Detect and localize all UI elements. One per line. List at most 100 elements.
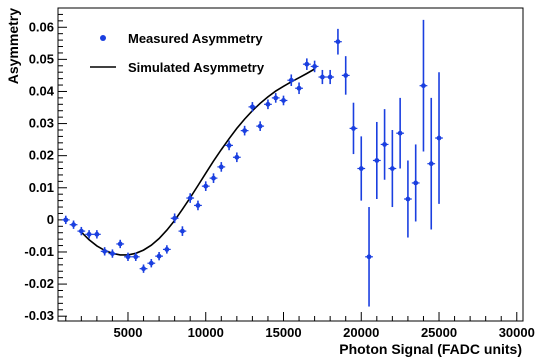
x-tick-label: 20000: [343, 325, 379, 340]
point-marker: [257, 123, 263, 129]
simulated-series: [80, 68, 315, 256]
data-point: [225, 140, 233, 151]
point-marker: [156, 253, 162, 259]
data-point: [279, 95, 288, 106]
legend-marker-measured: [100, 35, 106, 41]
data-point: [139, 264, 148, 273]
point-marker: [71, 222, 76, 228]
point-marker: [180, 228, 185, 234]
legend: Measured Asymmetry Simulated Asymmetry: [90, 31, 265, 75]
point-marker: [94, 231, 100, 237]
axes: 5000 10000 15000 20000 25000 30000 -0.03 -0.02 -…: [24, 13, 535, 340]
data-point: [186, 193, 195, 203]
point-marker: [110, 251, 115, 256]
y-tick-label: -0.02: [24, 276, 54, 291]
legend-label-simulated: Simulated Asymmetry: [128, 60, 265, 75]
point-marker: [273, 95, 279, 101]
point-marker: [304, 61, 310, 67]
x-tick-label: 30000: [499, 325, 535, 340]
data-point: [100, 247, 109, 256]
y-tick-label: 0.02: [29, 148, 54, 163]
x-tick-label: 5000: [114, 325, 143, 340]
data-point: [427, 97, 436, 230]
point-marker: [203, 183, 209, 189]
data-point: [404, 160, 412, 238]
data-point: [77, 226, 86, 236]
point-marker: [281, 98, 286, 103]
point-marker: [327, 74, 333, 80]
point-marker: [335, 39, 341, 45]
y-tick-label: 0.01: [29, 180, 54, 195]
point-marker: [436, 135, 442, 141]
point-marker: [413, 180, 419, 186]
point-marker: [265, 101, 271, 107]
data-point: [349, 102, 358, 155]
point-marker: [102, 248, 108, 254]
data-point: [108, 249, 117, 258]
point-marker: [312, 64, 318, 69]
data-point: [435, 72, 443, 204]
point-marker: [374, 158, 380, 163]
point-marker: [428, 161, 434, 167]
point-marker: [218, 164, 224, 170]
x-tick-label: 10000: [188, 325, 224, 340]
data-point: [302, 58, 311, 70]
point-marker: [133, 254, 139, 260]
point-marker: [172, 215, 178, 221]
point-marker: [389, 166, 395, 171]
x-tick-label: 15000: [265, 325, 301, 340]
data-point: [264, 99, 272, 110]
y-tick-label: -0.03: [24, 308, 54, 323]
y-tick-label: 0.04: [29, 83, 55, 98]
point-marker: [141, 266, 146, 272]
x-tick-label: 25000: [421, 325, 457, 340]
data-point: [287, 74, 296, 87]
data-point: [256, 121, 265, 131]
point-marker: [125, 254, 131, 260]
y-tick-label: -0.01: [24, 244, 54, 259]
data-point: [341, 56, 350, 95]
point-marker: [86, 231, 92, 237]
data-point: [147, 259, 156, 268]
point-marker: [421, 83, 426, 89]
data-point: [334, 28, 342, 55]
data-point: [419, 19, 428, 152]
data-point: [365, 207, 373, 307]
data-point: [85, 230, 93, 239]
simulated-curve: [80, 68, 315, 256]
point-marker: [397, 130, 403, 136]
data-point: [170, 213, 179, 224]
point-marker: [319, 74, 325, 80]
data-point: [388, 129, 397, 208]
point-marker: [242, 128, 248, 134]
data-point: [326, 69, 335, 85]
data-point: [162, 245, 171, 254]
point-marker: [78, 228, 84, 234]
point-marker: [249, 104, 255, 110]
data-point: [411, 144, 420, 222]
data-point: [124, 252, 132, 261]
point-marker: [288, 77, 294, 83]
data-point: [232, 152, 241, 163]
point-marker: [343, 73, 349, 78]
point-marker: [187, 195, 193, 201]
point-marker: [195, 203, 201, 208]
point-marker: [405, 196, 411, 202]
point-marker: [366, 254, 372, 260]
data-point: [217, 162, 226, 172]
data-point: [92, 230, 101, 239]
point-marker: [382, 142, 387, 147]
point-marker: [117, 241, 123, 247]
point-marker: [234, 154, 240, 160]
x-axis-title: Photon Signal (FADC units): [339, 341, 522, 357]
data-point: [155, 251, 163, 261]
y-tick-label: 0.03: [29, 116, 54, 131]
data-point: [61, 215, 70, 225]
y-axis-title: Asymmetry: [5, 8, 21, 84]
data-point: [116, 239, 125, 249]
y-tick-label: 0.05: [29, 51, 54, 66]
point-marker: [63, 217, 69, 223]
legend-label-measured: Measured Asymmetry: [128, 31, 263, 46]
data-point: [178, 226, 187, 236]
